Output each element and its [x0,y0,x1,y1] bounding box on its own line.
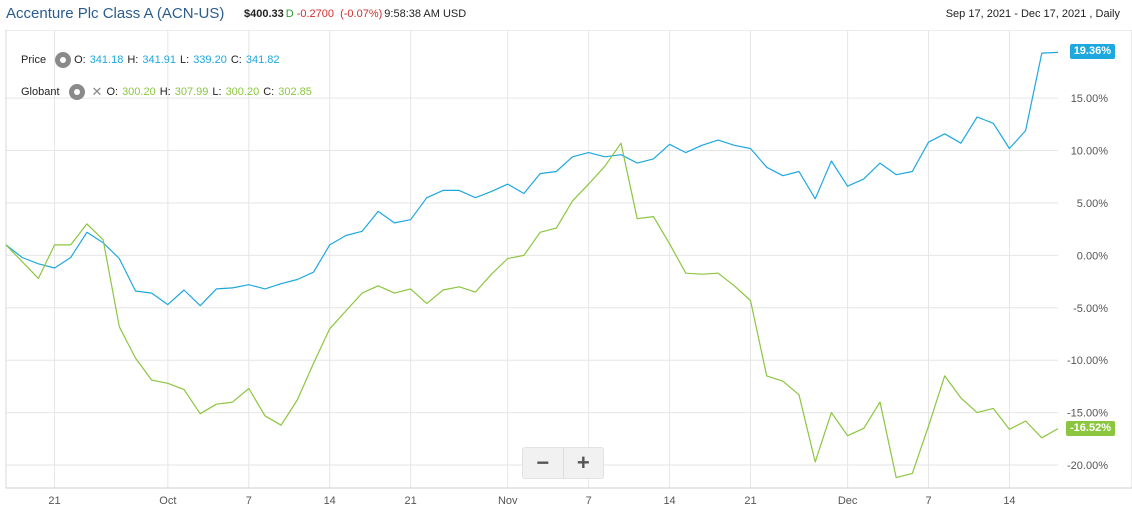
x-tick-label: 21 [48,495,60,507]
delay-indicator: D [285,8,294,20]
x-tick-label: 7 [925,495,931,507]
y-tick-label: 0.00% [1077,250,1108,262]
price-close: 341.82 [245,54,280,66]
x-tick-label: Oct [159,495,176,507]
chart-header: Accenture Plc Class A (ACN-US) $400.33 D -… [0,0,1132,30]
comparison-chart[interactable]: 15.00% 10.00% 5.00% 0.00% -5.00% -10.00% -15.0… [0,30,1132,528]
globant-high-label: H: [159,86,171,98]
zoom-out-button[interactable]: − [536,450,550,475]
zoom-controls: − + [522,447,604,479]
last-price: $400.33 [244,8,284,20]
x-tick-label: Nov [498,495,518,507]
y-tick-label: -15.00% [1067,408,1108,420]
zoom-divider [562,448,564,478]
gear-icon[interactable] [56,53,71,67]
price-low: 339.20 [193,54,227,66]
x-tick-label: 7 [586,495,592,507]
close-icon[interactable]: ✕ [91,84,103,99]
x-tick-label: 14 [663,495,675,507]
y-tick-label: 5.00% [1077,198,1108,210]
globant-close-label: C: [263,86,275,98]
price-low-label: L: [180,54,190,66]
price-series-line[interactable] [5,51,1059,307]
security-title[interactable]: Accenture Plc Class A (ACN-US) [6,5,225,22]
gear-icon[interactable] [69,85,84,99]
zoom-in-button[interactable]: + [576,450,590,475]
price-end-label: 19.36% [1069,44,1115,59]
price-open: 341.18 [89,54,124,66]
price-close-label: C: [230,54,242,66]
globant-high: 307.99 [174,86,209,98]
x-tick-label: Dec [838,495,858,507]
y-tick-label: 15.00% [1071,93,1109,105]
globant-close: 302.85 [278,86,312,98]
y-tick-label: -20.00% [1067,460,1108,472]
price-open-label: O: [74,54,86,66]
date-range[interactable]: Sep 17, 2021 - Dec 17, 2021 , Daily [945,8,1120,20]
x-tick-label: 7 [246,495,252,507]
globant-low-label: L: [212,86,222,98]
price-change: -0.2700 [296,8,335,20]
globant-series-line[interactable] [5,142,1059,479]
globant-open: 300.20 [122,86,156,98]
price-high: 341.91 [142,54,176,66]
legend-globant: Globant ✕ O: 300.20 H: 307.99 L: 300.20 … [21,84,316,100]
globant-low: 300.20 [225,86,260,98]
price-high-label: H: [127,54,139,66]
quote-time: 9:58:38 AM USD [384,8,467,20]
globant-open-label: O: [106,86,119,98]
legend-price: Price O: 341.18 H: 341.91 L: 339.20 C: 3… [21,53,284,67]
price-change-pct: (-0.07%) [340,8,383,20]
x-tick-label: 21 [404,495,416,507]
x-tick-label: 14 [324,495,336,507]
x-tick-label: 21 [744,495,756,507]
globant-end-label: -16.52% [1066,421,1115,436]
y-tick-label: -10.00% [1067,355,1108,367]
quote-summary: $400.33 D -0.2700 (-0.07%) 9:58:38 AM USD [244,8,466,20]
y-tick-label: -5.00% [1073,303,1108,315]
legend-price-label: Price [21,54,47,66]
x-tick-label: 14 [1003,495,1015,507]
y-tick-label: 10.00% [1071,146,1109,158]
legend-globant-label: Globant [21,86,60,98]
